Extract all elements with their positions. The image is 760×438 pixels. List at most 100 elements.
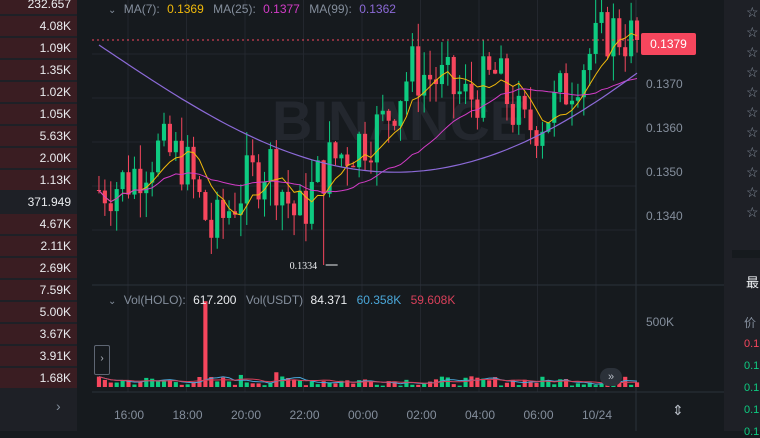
order-book-row[interactable]: 1.68K: [0, 367, 77, 389]
candle-body[interactable]: [280, 191, 285, 206]
order-book-row[interactable]: 5.00K: [0, 301, 77, 323]
resize-axis-icon[interactable]: ⇕: [672, 402, 684, 418]
candle-body[interactable]: [156, 140, 161, 173]
candle-body[interactable]: [451, 56, 456, 95]
candle-body[interactable]: [546, 122, 551, 132]
favorite-star-icon[interactable]: ☆: [746, 4, 759, 20]
candle-body[interactable]: [558, 73, 563, 93]
order-book-row[interactable]: 7.59K: [0, 279, 77, 301]
candle-body[interactable]: [167, 123, 172, 153]
price-chart[interactable]: BINANCE 0.1334 0.1370 0.1360 0.1350 0.1340 500…: [92, 0, 724, 431]
order-book-row[interactable]: 1.13K: [0, 169, 77, 191]
favorite-star-icon[interactable]: ☆: [746, 104, 759, 120]
favorite-star-icon[interactable]: ☆: [746, 124, 759, 140]
favorite-star-icon[interactable]: ☆: [746, 24, 759, 40]
candle-body[interactable]: [510, 104, 515, 125]
candle-body[interactable]: [469, 83, 474, 100]
candle-body[interactable]: [303, 190, 308, 224]
favorite-star-icon[interactable]: ☆: [746, 64, 759, 80]
candle-body[interactable]: [481, 56, 486, 118]
candle-body[interactable]: [286, 191, 291, 204]
candle-body[interactable]: [428, 74, 433, 80]
candle-body[interactable]: [540, 131, 545, 146]
candle-body[interactable]: [197, 179, 202, 193]
candle-body[interactable]: [392, 120, 397, 126]
order-book-row[interactable]: 2.00K: [0, 147, 77, 169]
candle-body[interactable]: [150, 172, 155, 183]
candle-body[interactable]: [292, 203, 297, 216]
candle-body[interactable]: [351, 165, 356, 168]
candle-body[interactable]: [185, 146, 190, 185]
candle-body[interactable]: [126, 172, 131, 195]
candle-body[interactable]: [611, 18, 616, 57]
favorite-star-icon[interactable]: ☆: [746, 184, 759, 200]
candle-body[interactable]: [617, 18, 622, 48]
candle-body[interactable]: [634, 20, 640, 40]
collapse-chevron-icon[interactable]: ⌄: [108, 296, 117, 307]
candle-body[interactable]: [404, 81, 409, 102]
candle-body[interactable]: [345, 154, 350, 166]
order-book-row[interactable]: 4.08K: [0, 15, 77, 37]
favorite-star-icon[interactable]: ☆: [746, 164, 759, 180]
scroll-to-latest-button[interactable]: »: [600, 368, 622, 386]
candle-body[interactable]: [339, 154, 344, 159]
order-book-row[interactable]: 1.02K: [0, 81, 77, 103]
candle-body[interactable]: [504, 58, 510, 105]
candle-body[interactable]: [203, 192, 208, 220]
candle-body[interactable]: [422, 74, 427, 96]
candle-body[interactable]: [138, 168, 143, 194]
candle-body[interactable]: [416, 46, 421, 96]
candle-body[interactable]: [333, 142, 338, 159]
candle-body[interactable]: [534, 130, 539, 146]
candle-body[interactable]: [581, 70, 586, 98]
candle-body[interactable]: [575, 97, 580, 101]
candle-body[interactable]: [522, 95, 527, 110]
candle-body[interactable]: [173, 140, 178, 153]
candle-body[interactable]: [274, 149, 279, 206]
candle-body[interactable]: [297, 190, 303, 216]
candle-body[interactable]: [629, 20, 634, 57]
candle-body[interactable]: [262, 181, 267, 200]
favorite-star-icon[interactable]: ☆: [746, 204, 759, 220]
candle-body[interactable]: [623, 47, 628, 57]
candle-body[interactable]: [593, 22, 598, 54]
candle-body[interactable]: [362, 133, 368, 161]
candle-body[interactable]: [309, 181, 314, 224]
candle-body[interactable]: [221, 199, 226, 218]
candle-body[interactable]: [498, 58, 504, 74]
candle-body[interactable]: [179, 140, 184, 185]
candle-body[interactable]: [374, 114, 379, 163]
candle-body[interactable]: [569, 100, 575, 105]
order-book-row[interactable]: 5.63K: [0, 125, 77, 147]
order-book-row[interactable]: 2.69K: [0, 257, 77, 279]
order-book-row[interactable]: 4.67K: [0, 213, 77, 235]
collapse-chevron-icon[interactable]: ⌄: [108, 5, 117, 16]
candle-body[interactable]: [487, 56, 492, 70]
candle-body[interactable]: [386, 110, 391, 121]
candle-body[interactable]: [445, 56, 450, 65]
candle-body[interactable]: [191, 146, 196, 180]
order-book-row[interactable]: 1.35K: [0, 59, 77, 81]
candle-body[interactable]: [209, 219, 214, 238]
candle-body[interactable]: [433, 79, 439, 85]
candle-body[interactable]: [238, 203, 243, 215]
candle-body[interactable]: [564, 73, 569, 105]
order-book-row[interactable]: 3.91K: [0, 345, 77, 367]
order-book-row[interactable]: 3.67K: [0, 323, 77, 345]
candle-body[interactable]: [493, 69, 498, 74]
order-book-mid-row[interactable]: 371.949: [0, 191, 77, 213]
candle-body[interactable]: [457, 91, 462, 95]
favorite-star-icon[interactable]: ☆: [746, 144, 759, 160]
candle-body[interactable]: [368, 160, 374, 163]
candle-body[interactable]: [268, 149, 273, 182]
favorite-star-icon[interactable]: ☆: [746, 44, 759, 60]
candle-body[interactable]: [398, 101, 403, 126]
chevron-right-icon[interactable]: ›: [56, 398, 61, 414]
candle-body[interactable]: [96, 190, 102, 191]
candle-body[interactable]: [250, 155, 255, 163]
favorite-star-icon[interactable]: ☆: [746, 84, 759, 100]
candle-body[interactable]: [244, 155, 249, 204]
candle-body[interactable]: [327, 142, 332, 194]
scroll-left-button[interactable]: ›: [94, 345, 110, 375]
candle-body[interactable]: [226, 211, 232, 218]
